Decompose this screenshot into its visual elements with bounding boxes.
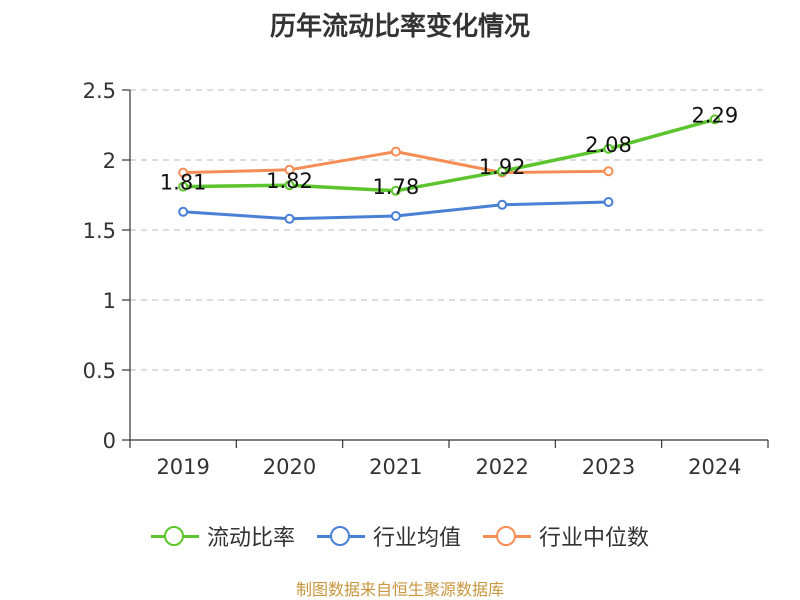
chart-title: 历年流动比率变化情况 [269,12,530,42]
series-lines [178,114,720,224]
x-tick-label: 2021 [369,455,422,479]
data-labels: 1.81 1.82 1.78 1.92 2.08 2.29 [160,103,738,198]
y-tick-label: 1.5 [83,219,116,243]
y-tick-label: 2 [103,149,116,173]
legend: 流动比率 行业均值 行业中位数 [0,520,800,552]
source-note: 制图数据来自恒生聚源数据库 [295,580,504,599]
data-point [178,167,189,178]
data-point [390,185,401,196]
data-label: 2.08 [585,133,632,157]
data-point [497,199,508,210]
data-point [603,166,614,177]
x-tick-label: 2019 [156,455,209,479]
legend-label: 流动比率 [206,526,295,551]
data-point [390,146,401,157]
data-point [709,114,720,125]
data-point [178,181,189,192]
data-label: 1.81 [160,171,207,195]
legend-item[interactable]: 行业中位数 [483,520,649,552]
data-point [284,164,295,175]
x-tick-label: 2020 [263,455,316,479]
axes: 0 0.5 1 1.5 2 2.5 2019 2020 2021 2022 2023 2024 [83,79,769,479]
legend-label: 行业均值 [372,526,461,551]
y-tick-label: 1 [103,289,116,313]
data-label: 2.29 [691,103,738,127]
data-point [284,213,295,224]
legend-item[interactable]: 流动比率 [150,520,295,552]
x-tick-label: 2024 [688,455,741,479]
data-label: 1.78 [372,175,419,199]
data-label: 1.82 [266,169,313,193]
data-label: 1.92 [479,155,526,179]
data-point [390,211,401,221]
data-point [603,143,614,154]
data-point [178,206,189,217]
y-tick-label: 2.5 [83,79,116,103]
data-point [284,180,295,191]
gridlines [130,89,768,371]
y-tick-label: 0.5 [83,359,116,383]
data-point [603,197,614,207]
legend-label: 行业中位数 [539,526,650,551]
legend-item[interactable]: 行业均值 [316,520,461,552]
series-line [183,117,716,193]
y-tick-label: 0 [103,429,116,453]
data-point [497,166,508,177]
x-tick-label: 2022 [475,455,528,479]
x-tick-label: 2023 [582,455,635,479]
